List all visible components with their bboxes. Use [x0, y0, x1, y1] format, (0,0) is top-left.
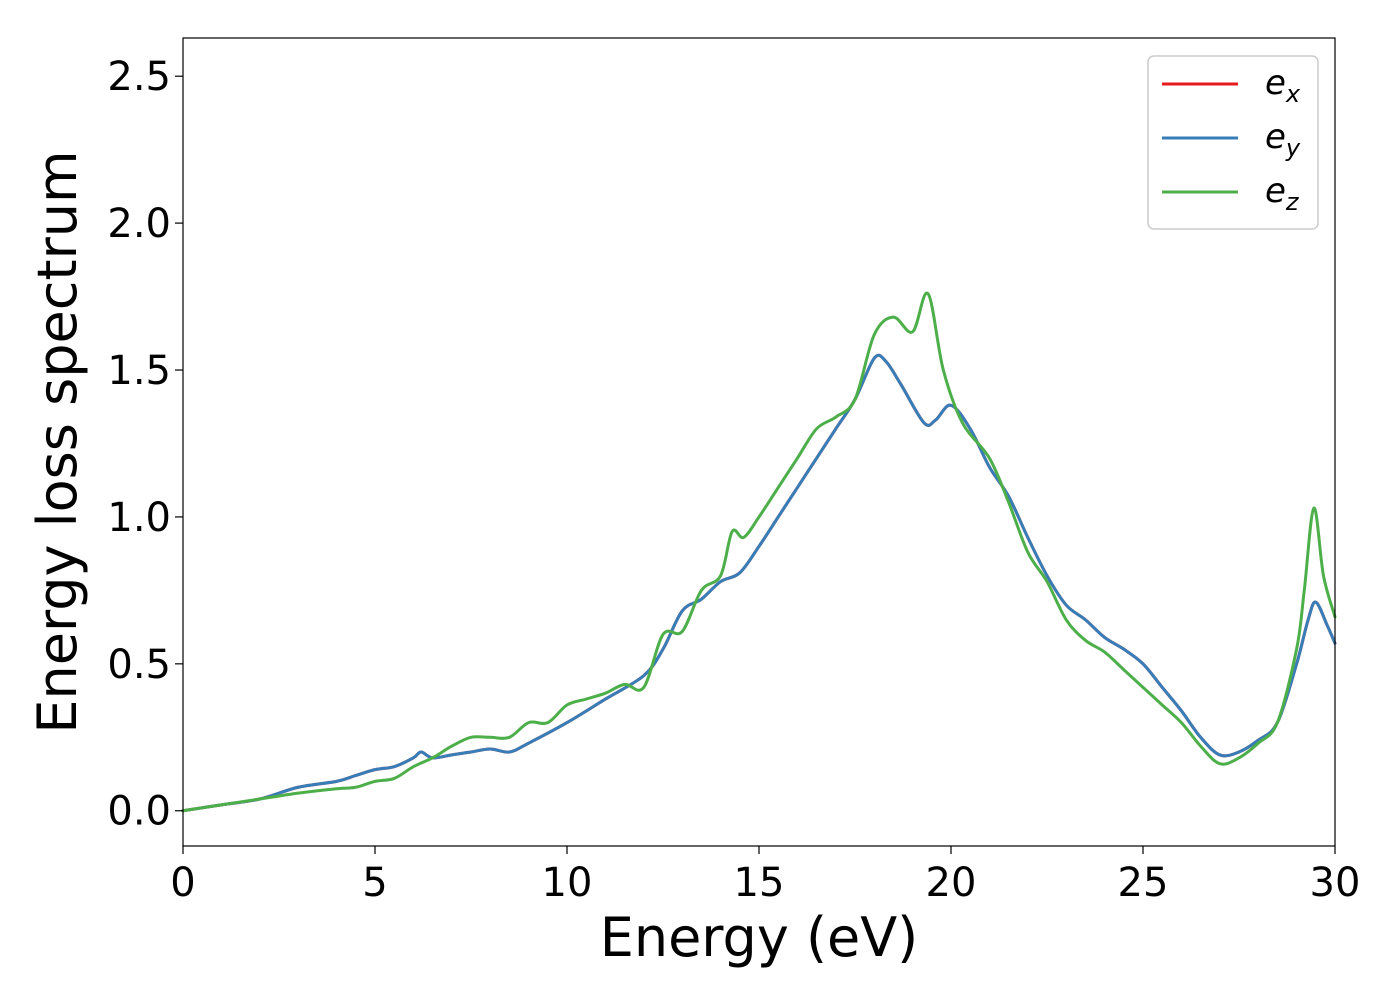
y-tick-label: 2.5: [107, 54, 171, 100]
x-tick-label: 20: [926, 860, 977, 906]
x-tick-label: 15: [734, 860, 785, 906]
x-tick-label: 10: [542, 860, 593, 906]
legend-box: [1147, 55, 1319, 230]
legend-label-subscript: y: [1285, 134, 1301, 162]
legend-label-base: e: [1265, 117, 1286, 157]
legend-label-base: e: [1265, 63, 1286, 103]
x-tick-label: 0: [170, 860, 195, 906]
y-axis-label: Energy loss spectrum: [26, 150, 89, 733]
y-tick-label: 1.5: [107, 348, 171, 394]
legend-label-base: e: [1265, 171, 1286, 211]
legend-label-subscript: x: [1285, 80, 1301, 108]
x-tick-label: 5: [362, 860, 387, 906]
y-tick-label: 1.0: [107, 495, 171, 541]
x-axis-ticks: 0 5 10 15 20 25 30: [170, 846, 1360, 906]
series-line-e-z: [181, 291, 1337, 813]
x-tick-label: 25: [1118, 860, 1169, 906]
x-tick-label: 30: [1310, 860, 1361, 906]
legend-label: ey: [1265, 117, 1301, 162]
legend-label-subscript: z: [1285, 188, 1300, 216]
legend-label: ez: [1265, 171, 1300, 216]
legend-item-ez: ez: [1162, 171, 1300, 216]
y-tick-label: 2.0: [107, 201, 171, 247]
series-layer: [181, 291, 1337, 813]
legend-item-ey: ey: [1162, 117, 1301, 162]
y-axis-ticks: 0.0 0.5 1.0 1.5 2.0 2.5: [107, 54, 183, 835]
y-tick-label: 0.5: [107, 642, 171, 688]
series-line-e-y: [181, 353, 1337, 813]
legend-label: ex: [1265, 63, 1301, 108]
y-tick-label: 0.0: [107, 789, 171, 835]
legend-item-ex: ex: [1162, 63, 1301, 108]
x-axis-label: Energy (eV): [600, 906, 919, 969]
